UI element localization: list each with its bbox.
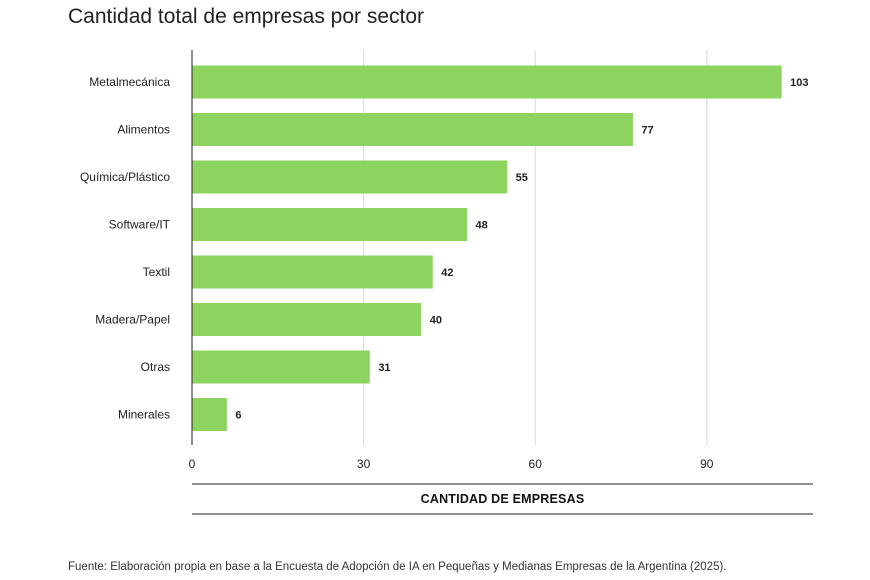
value-label: 42	[441, 267, 453, 279]
bar-chart: Metalmecánica Alimentos Química/Plástico So…	[80, 50, 813, 515]
category-labels: Metalmecánica Alimentos Química/Plástico So…	[80, 75, 171, 422]
value-label: 103	[790, 77, 808, 89]
bar	[192, 303, 422, 336]
category-label: Madera/Papel	[95, 313, 170, 327]
bar	[192, 350, 370, 384]
x-axis-title: CANTIDAD DE EMPRESAS	[421, 492, 585, 506]
category-label: Textil	[143, 265, 170, 279]
x-tick-label: 60	[529, 457, 543, 471]
value-label: 31	[378, 362, 390, 374]
bar	[192, 255, 433, 289]
category-label: Minerales	[118, 408, 170, 422]
bars	[192, 65, 782, 431]
value-label: 55	[516, 172, 528, 184]
bar	[192, 208, 468, 241]
bar	[192, 398, 227, 431]
chart-title: Cantidad total de empresas por sector	[68, 5, 425, 28]
value-label: 77	[641, 125, 653, 137]
value-label: 6	[235, 410, 241, 422]
bar	[192, 65, 782, 99]
gridlines	[191, 50, 708, 445]
category-label: Metalmecánica	[89, 75, 170, 89]
x-tick-label: 0	[189, 457, 196, 471]
x-tick-labels: 0 30 60 90	[189, 457, 714, 471]
category-label: Alimentos	[117, 123, 170, 137]
bar	[192, 160, 508, 194]
x-tick-label: 90	[700, 457, 714, 471]
value-label: 40	[430, 315, 442, 327]
category-label: Otras	[141, 360, 170, 374]
value-label: 48	[476, 220, 488, 232]
category-label: Software/IT	[109, 218, 171, 232]
source-note: Fuente: Elaboración propia en base a la …	[68, 561, 727, 573]
x-tick-label: 30	[357, 457, 371, 471]
bar	[192, 113, 633, 146]
category-label: Química/Plástico	[80, 170, 170, 184]
value-labels: 103 77 55 48 42 40 31 6	[235, 77, 808, 422]
